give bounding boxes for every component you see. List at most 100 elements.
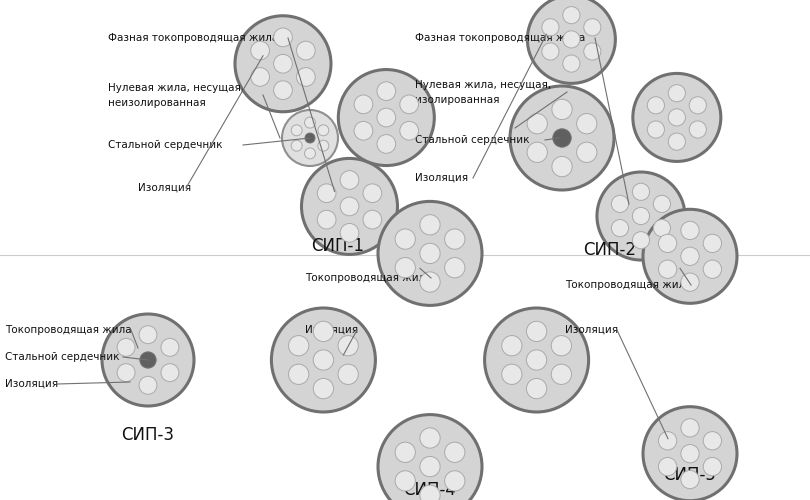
Circle shape: [288, 364, 309, 384]
Circle shape: [659, 234, 677, 252]
Circle shape: [654, 220, 671, 236]
Circle shape: [689, 121, 706, 138]
Circle shape: [338, 336, 358, 356]
Text: Изоляция: Изоляция: [5, 379, 58, 389]
Circle shape: [318, 184, 336, 203]
Circle shape: [288, 336, 309, 356]
Circle shape: [542, 18, 559, 36]
Circle shape: [681, 444, 699, 463]
Circle shape: [703, 458, 722, 476]
Circle shape: [703, 260, 722, 278]
Circle shape: [305, 117, 315, 128]
Circle shape: [274, 81, 292, 100]
Text: Токопроводящая жила: Токопроводящая жила: [305, 273, 432, 283]
Circle shape: [117, 338, 135, 356]
Circle shape: [510, 86, 614, 190]
Circle shape: [552, 336, 572, 356]
Circle shape: [445, 258, 465, 278]
Circle shape: [251, 68, 270, 86]
Circle shape: [445, 442, 465, 462]
Circle shape: [301, 158, 398, 254]
Circle shape: [659, 260, 677, 278]
Circle shape: [647, 96, 664, 114]
Circle shape: [140, 352, 156, 368]
Circle shape: [282, 110, 338, 166]
Circle shape: [563, 6, 580, 24]
Circle shape: [354, 95, 373, 114]
Circle shape: [668, 84, 685, 102]
Circle shape: [292, 125, 302, 136]
Circle shape: [681, 273, 699, 291]
Text: СИП-4: СИП-4: [403, 481, 457, 499]
Circle shape: [338, 364, 358, 384]
Text: СИП-3: СИП-3: [122, 426, 174, 444]
Circle shape: [395, 229, 416, 249]
Circle shape: [274, 28, 292, 46]
Text: Токопроводящая жила: Токопроводящая жила: [5, 325, 131, 335]
Circle shape: [552, 100, 572, 119]
Text: Фазная токопроводящая жила: Фазная токопроводящая жила: [108, 33, 279, 43]
Circle shape: [703, 432, 722, 450]
Circle shape: [526, 378, 547, 398]
Circle shape: [305, 148, 315, 159]
Circle shape: [339, 70, 434, 166]
Circle shape: [313, 350, 334, 370]
Text: СИП-1: СИП-1: [312, 237, 364, 255]
Circle shape: [395, 258, 416, 278]
Circle shape: [633, 232, 650, 249]
Circle shape: [139, 326, 157, 344]
Circle shape: [681, 418, 699, 437]
Circle shape: [681, 247, 699, 266]
Circle shape: [643, 406, 737, 500]
Circle shape: [235, 16, 331, 112]
Text: СИП-2: СИП-2: [583, 241, 637, 259]
Circle shape: [563, 31, 580, 48]
Circle shape: [318, 140, 329, 151]
Text: изолированная: изолированная: [415, 95, 500, 105]
Circle shape: [274, 54, 292, 73]
Circle shape: [553, 129, 571, 147]
Text: Нулевая жила, несущая,: Нулевая жила, несущая,: [108, 83, 245, 93]
Text: Нулевая жила, несущая,: Нулевая жила, несущая,: [415, 80, 552, 90]
Circle shape: [445, 229, 465, 249]
Circle shape: [526, 350, 547, 370]
Circle shape: [584, 18, 601, 36]
Circle shape: [563, 55, 580, 72]
Circle shape: [305, 133, 315, 143]
Circle shape: [552, 364, 572, 384]
Circle shape: [318, 210, 336, 229]
Text: Стальной сердечник: Стальной сердечник: [415, 135, 530, 145]
Circle shape: [377, 108, 395, 127]
Text: СИП-5: СИП-5: [663, 466, 716, 484]
Circle shape: [681, 222, 699, 240]
Circle shape: [633, 208, 650, 224]
Circle shape: [340, 197, 359, 216]
Circle shape: [400, 95, 419, 114]
Circle shape: [378, 414, 482, 500]
Text: Стальной сердечник: Стальной сердечник: [108, 140, 223, 150]
Circle shape: [659, 458, 677, 476]
Circle shape: [689, 96, 706, 114]
Circle shape: [395, 442, 416, 462]
Circle shape: [296, 68, 315, 86]
Circle shape: [296, 41, 315, 60]
Text: Фазная токопроводящая жила: Фазная токопроводящая жила: [415, 33, 586, 43]
Text: Изоляция: Изоляция: [565, 325, 618, 335]
Circle shape: [527, 0, 616, 84]
Circle shape: [340, 224, 359, 242]
Text: Стальной сердечник: Стальной сердечник: [5, 352, 120, 362]
Circle shape: [612, 220, 629, 236]
Circle shape: [681, 470, 699, 488]
Circle shape: [395, 471, 416, 491]
Circle shape: [445, 471, 465, 491]
Circle shape: [363, 184, 382, 203]
Circle shape: [313, 378, 334, 398]
Circle shape: [102, 314, 194, 406]
Text: Изоляция: Изоляция: [138, 183, 191, 193]
Circle shape: [117, 364, 135, 382]
Circle shape: [139, 376, 157, 394]
Circle shape: [552, 156, 572, 176]
Circle shape: [526, 322, 547, 342]
Text: неизолированная: неизолированная: [108, 98, 206, 108]
Circle shape: [577, 142, 597, 163]
